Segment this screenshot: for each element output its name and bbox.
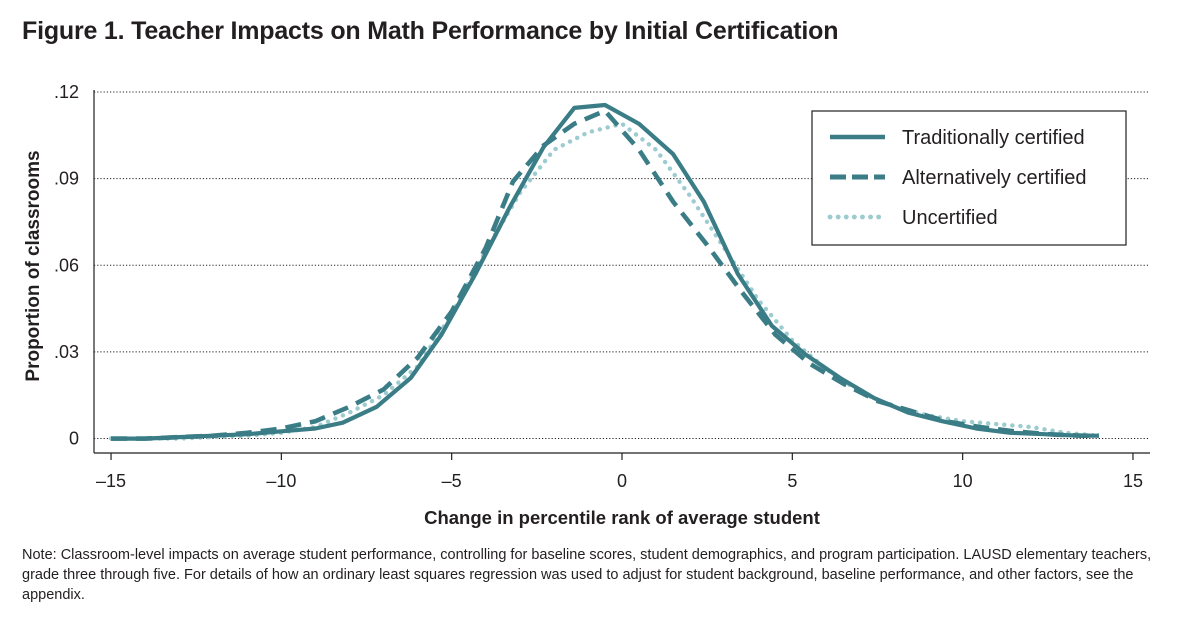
x-axis-label: Change in percentile rank of average stu… bbox=[424, 507, 820, 528]
legend-items: Traditionally certified Alternatively cer… bbox=[827, 127, 1087, 229]
note-text: Classroom-level impacts on average stude… bbox=[22, 547, 1152, 603]
gridlines bbox=[94, 91, 1150, 440]
figure-note: Note: Classroom-level impacts on average… bbox=[22, 545, 1152, 605]
legend-label: Uncertified bbox=[902, 207, 998, 229]
y-tick-label: .12 bbox=[54, 82, 79, 102]
y-tick-label: .09 bbox=[54, 169, 79, 189]
figure-title: Figure 1. Teacher Impacts on Math Perfor… bbox=[22, 17, 839, 45]
legend-label: Alternatively certified bbox=[902, 167, 1087, 189]
x-tick-label: –5 bbox=[442, 471, 462, 491]
y-tick-label: 0 bbox=[69, 429, 79, 449]
legend: Traditionally certified Alternatively cer… bbox=[811, 110, 1127, 246]
series-line-solid bbox=[111, 102, 1099, 441]
x-tick-label: 15 bbox=[1123, 471, 1143, 491]
y-tick-label: .06 bbox=[54, 255, 79, 275]
x-tick-label: –10 bbox=[266, 471, 296, 491]
x-tick-label: 5 bbox=[787, 471, 797, 491]
line-chart: 0 .03 .06 .09 .12 –15 –10 –5 0 5 10 15 Proportion o… bbox=[23, 82, 1150, 528]
x-tick-label: 0 bbox=[617, 471, 627, 491]
note-label: Note: bbox=[22, 547, 57, 563]
y-axis-label: Proportion of classrooms bbox=[23, 150, 44, 381]
legend-label: Traditionally certified bbox=[902, 127, 1085, 149]
axes: 0 .03 .06 .09 .12 –15 –10 –5 0 5 10 15 bbox=[54, 82, 1150, 491]
x-tick-label: –15 bbox=[96, 471, 126, 491]
series-lines bbox=[108, 102, 1102, 441]
y-tick-label: .03 bbox=[54, 342, 79, 362]
x-tick-label: 10 bbox=[953, 471, 973, 491]
